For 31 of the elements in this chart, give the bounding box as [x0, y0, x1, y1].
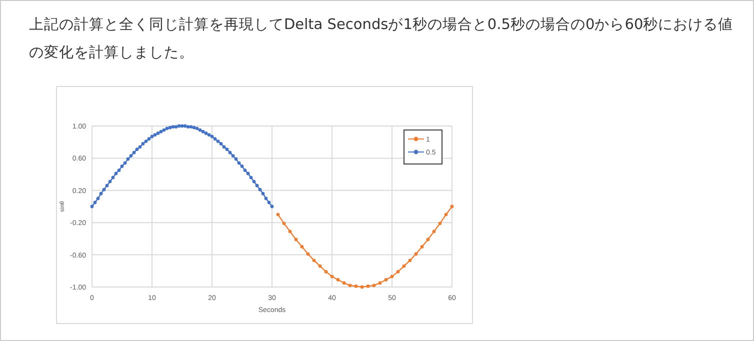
point — [390, 274, 394, 278]
point — [324, 270, 328, 274]
point — [366, 284, 370, 288]
point — [300, 245, 304, 248]
chart-title: 上記の計算と全く同じ計算を再現してDelta Secondsが1秒の場合と0.5秒の場合の0から60秒における値の変化を計算しました。 — [29, 16, 734, 63]
point — [342, 281, 346, 285]
point — [396, 270, 400, 274]
point — [444, 212, 448, 216]
point — [276, 212, 280, 216]
point — [432, 230, 436, 234]
point — [426, 238, 430, 242]
point — [354, 284, 358, 288]
point — [282, 222, 286, 226]
point — [408, 258, 412, 262]
point — [420, 245, 424, 248]
point — [336, 278, 340, 282]
point — [348, 284, 352, 288]
point — [402, 264, 406, 268]
point — [438, 222, 442, 226]
point — [360, 285, 364, 289]
point — [294, 238, 298, 242]
point — [450, 204, 454, 208]
point — [312, 258, 316, 262]
point — [330, 274, 334, 278]
point — [384, 278, 388, 282]
point — [306, 252, 310, 256]
point — [318, 264, 322, 268]
point — [378, 281, 382, 285]
point — [372, 284, 376, 288]
point — [288, 230, 292, 234]
point — [414, 252, 418, 256]
